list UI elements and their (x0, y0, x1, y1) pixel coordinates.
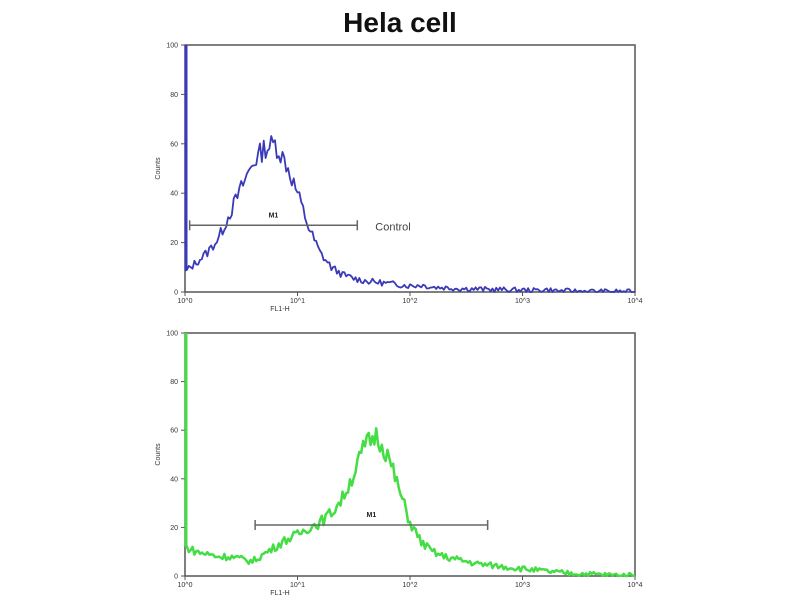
y-tick-label: 40 (170, 476, 178, 483)
y-tick-label: 40 (170, 191, 178, 198)
x-tick-label: 10^0 (178, 582, 193, 589)
histogram-series (184, 135, 636, 293)
y-tick-label: 0 (174, 290, 178, 297)
y-tick-label: 20 (170, 240, 178, 247)
histogram-panel-1: 0 20 40 60 80 100 10^0 10^1 10^2 10^3 10^4 FL1-H Cou… (155, 43, 643, 314)
x-tick-label: 10^2 (403, 298, 418, 305)
plot-frame (184, 44, 636, 293)
x-tick-label: 10^0 (178, 298, 193, 305)
x-tick-label: 10^4 (628, 582, 643, 589)
x-tick-label: 10^4 (628, 298, 643, 305)
control-annotation: Control (375, 221, 410, 233)
y-tick-label: 80 (170, 379, 178, 386)
x-tick-label: 10^2 (403, 582, 418, 589)
x-tick-label: 10^3 (515, 582, 530, 589)
x-axis-label: FL1-H (270, 306, 289, 313)
y-tick-label: 80 (170, 92, 178, 99)
y-tick-label: 100 (166, 43, 178, 50)
y-tick-label: 60 (170, 428, 178, 435)
x-tick-label: 10^3 (515, 298, 530, 305)
x-tick-label: 10^1 (290, 582, 305, 589)
plot-frame (184, 332, 636, 577)
y-tick-label: 100 (166, 331, 178, 338)
y-tick-label: 60 (170, 141, 178, 148)
x-axis-label: FL1-H (270, 590, 289, 597)
y-tick-label: 0 (174, 574, 178, 581)
y-axis-label: Counts (155, 443, 162, 466)
y-tick-label: 20 (170, 525, 178, 532)
gate-marker-label: M1 (269, 212, 279, 219)
y-axis-label: Counts (155, 157, 162, 180)
histogram-series (184, 427, 636, 578)
gate-marker-label: M1 (367, 512, 377, 519)
histogram-panel-2: 0 20 40 60 80 100 10^0 10^1 10^2 10^3 10^4 FL1-H Cou… (155, 331, 643, 598)
chart-title: Hela cell (343, 7, 457, 38)
x-tick-label: 10^1 (290, 298, 305, 305)
